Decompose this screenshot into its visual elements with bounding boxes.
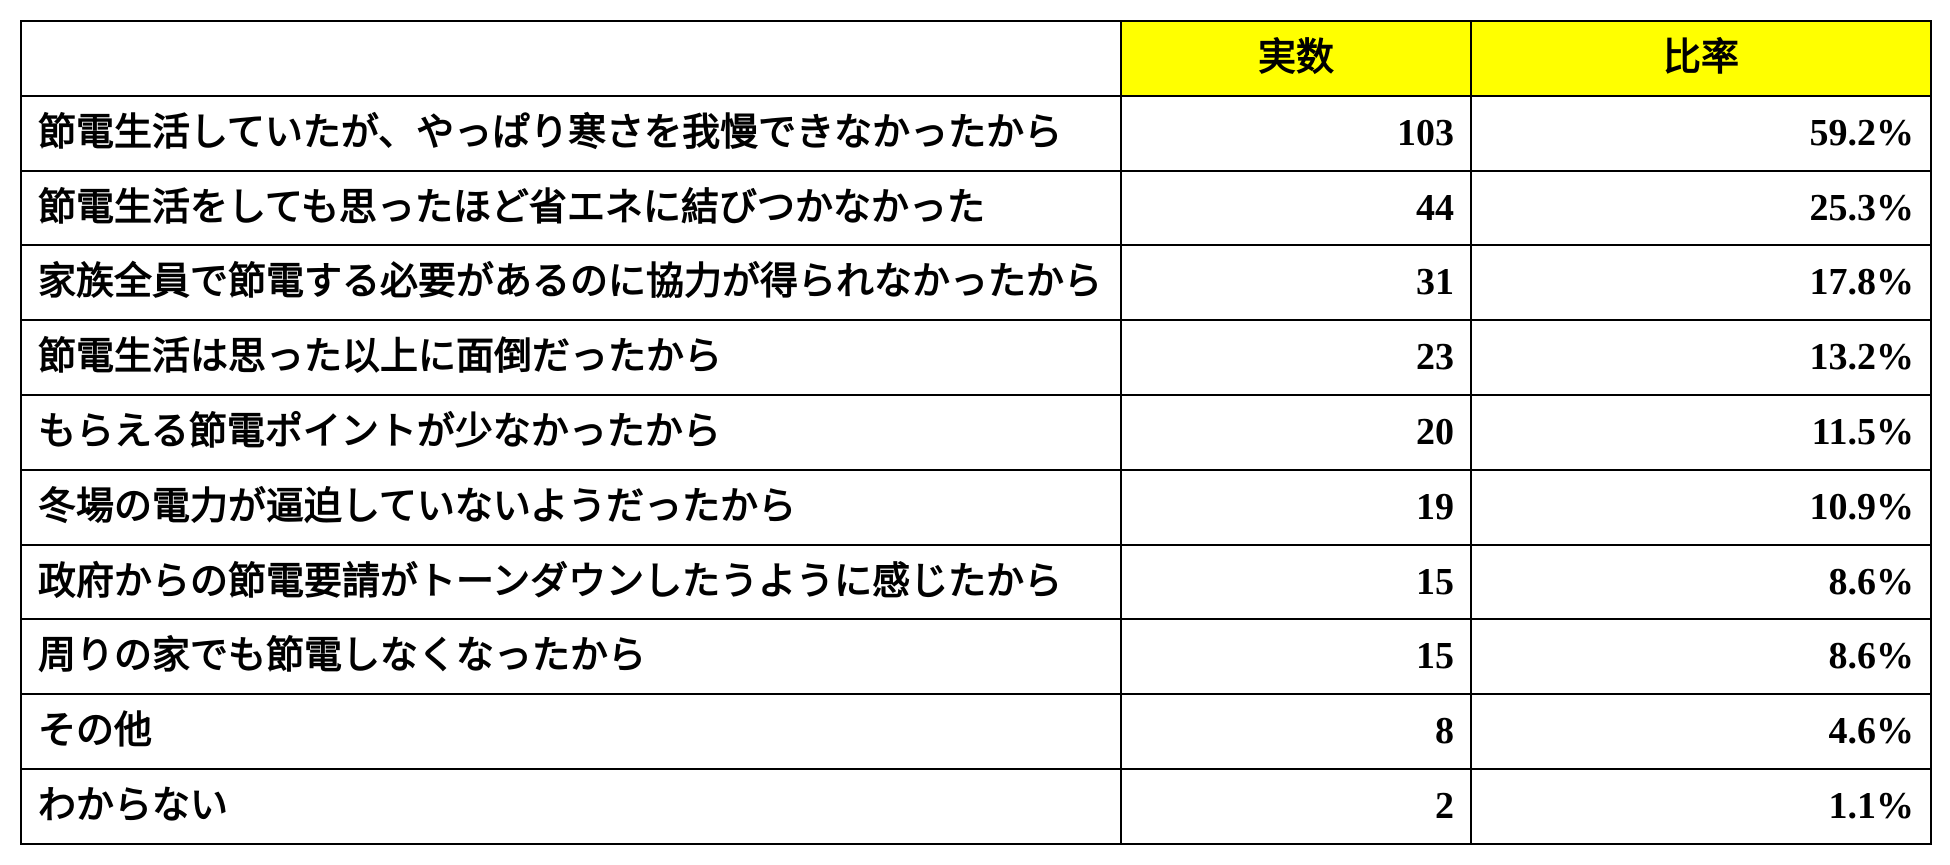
row-ratio: 8.6% (1471, 545, 1931, 620)
table-row: 節電生活していたが、やっぱり寒さを我慢できなかったから 103 59.2% (21, 96, 1931, 171)
row-ratio: 1.1% (1471, 769, 1931, 844)
row-label: わからない (21, 769, 1121, 844)
table-row: もらえる節電ポイントが少なかったから 20 11.5% (21, 395, 1931, 470)
row-count: 44 (1121, 171, 1471, 246)
header-count: 実数 (1121, 21, 1471, 96)
table-header-row: 実数 比率 (21, 21, 1931, 96)
row-count: 8 (1121, 694, 1471, 769)
row-count: 31 (1121, 245, 1471, 320)
row-count: 2 (1121, 769, 1471, 844)
row-label: 家族全員で節電する必要があるのに協力が得られなかったから (21, 245, 1121, 320)
row-count: 19 (1121, 470, 1471, 545)
row-count: 15 (1121, 545, 1471, 620)
row-count: 103 (1121, 96, 1471, 171)
table-row: その他 8 4.6% (21, 694, 1931, 769)
table-row: 家族全員で節電する必要があるのに協力が得られなかったから 31 17.8% (21, 245, 1931, 320)
header-blank (21, 21, 1121, 96)
row-label: その他 (21, 694, 1121, 769)
row-label: 周りの家でも節電しなくなったから (21, 619, 1121, 694)
row-label: 政府からの節電要請がトーンダウンしたうように感じたから (21, 545, 1121, 620)
row-count: 20 (1121, 395, 1471, 470)
row-label: 節電生活は思った以上に面倒だったから (21, 320, 1121, 395)
row-ratio: 4.6% (1471, 694, 1931, 769)
row-count: 23 (1121, 320, 1471, 395)
table-row: 節電生活をしても思ったほど省エネに結びつかなかった 44 25.3% (21, 171, 1931, 246)
row-count: 15 (1121, 619, 1471, 694)
table-row: 周りの家でも節電しなくなったから 15 8.6% (21, 619, 1931, 694)
row-label: もらえる節電ポイントが少なかったから (21, 395, 1121, 470)
table-row: 政府からの節電要請がトーンダウンしたうように感じたから 15 8.6% (21, 545, 1931, 620)
row-ratio: 11.5% (1471, 395, 1931, 470)
row-label: 節電生活していたが、やっぱり寒さを我慢できなかったから (21, 96, 1121, 171)
row-ratio: 10.9% (1471, 470, 1931, 545)
row-ratio: 8.6% (1471, 619, 1931, 694)
row-ratio: 17.8% (1471, 245, 1931, 320)
row-ratio: 25.3% (1471, 171, 1931, 246)
row-ratio: 59.2% (1471, 96, 1931, 171)
table-row: 節電生活は思った以上に面倒だったから 23 13.2% (21, 320, 1931, 395)
header-ratio: 比率 (1471, 21, 1931, 96)
table-row: わからない 2 1.1% (21, 769, 1931, 844)
table-row: 冬場の電力が逼迫していないようだったから 19 10.9% (21, 470, 1931, 545)
survey-table: 実数 比率 節電生活していたが、やっぱり寒さを我慢できなかったから 103 59… (20, 20, 1932, 845)
row-ratio: 13.2% (1471, 320, 1931, 395)
row-label: 節電生活をしても思ったほど省エネに結びつかなかった (21, 171, 1121, 246)
row-label: 冬場の電力が逼迫していないようだったから (21, 470, 1121, 545)
